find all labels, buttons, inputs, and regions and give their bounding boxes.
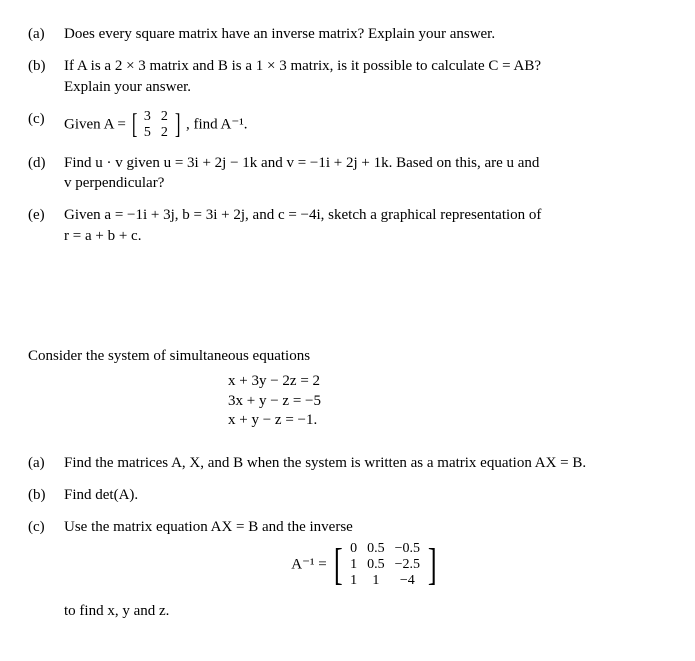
q2-c-body: Use the matrix equation AX = B and the i… xyxy=(64,517,667,589)
q1-e: (e) Given a = −1i + 3j, b = 3i + 2j, and… xyxy=(28,205,667,246)
n22: −4 xyxy=(390,573,425,589)
q2-c-inverse: A⁻¹ = [ 00.5−0.5 10.5−2.5 11−4 ] xyxy=(64,541,667,589)
q1-e-label: (e) xyxy=(28,205,64,246)
q1-e-line1: Given a = −1i + 3j, b = 3i + 2j, and c =… xyxy=(64,207,541,223)
q2-c-label: (c) xyxy=(28,517,64,589)
q1-a-text: Does every square matrix have an inverse… xyxy=(64,24,667,44)
q1-b-line1: If A is a 2 × 3 matrix and B is a 1 × 3 … xyxy=(64,58,541,74)
q1-c-label: (c) xyxy=(28,109,64,141)
n01: 0.5 xyxy=(362,541,390,557)
q1-c-body: Given A = [ 32 52 ] , find A⁻¹. xyxy=(64,109,667,141)
n00: 0 xyxy=(345,541,362,557)
m10: 5 xyxy=(139,125,156,141)
q1-b-label: (b) xyxy=(28,56,64,97)
q2-a-text: Find the matrices A, X, and B when the s… xyxy=(64,453,667,473)
q2-b-label: (b) xyxy=(28,485,64,505)
n11: 0.5 xyxy=(362,557,390,573)
q1-b-body: If A is a 2 × 3 matrix and B is a 1 × 3 … xyxy=(64,56,667,97)
q2-c-eqpre: A⁻¹ = xyxy=(291,557,330,573)
q1-d-line1: Find u · v given u = 3i + 2j − 1k and v … xyxy=(64,155,539,171)
m01: 2 xyxy=(156,109,173,125)
q1-d-body: Find u · v given u = 3i + 2j − 1k and v … xyxy=(64,153,667,194)
q1-d: (d) Find u · v given u = 3i + 2j − 1k an… xyxy=(28,153,667,194)
q1-d-line2: v perpendicular? xyxy=(64,175,164,191)
n20: 1 xyxy=(345,573,362,589)
n12: −2.5 xyxy=(390,557,425,573)
q1-c-pre: Given A = xyxy=(64,116,130,132)
q1-c-matrix: [ 32 52 ] xyxy=(130,109,183,141)
q2-c-matrix: [ 00.5−0.5 10.5−2.5 11−4 ] xyxy=(331,541,440,589)
q2-c: (c) Use the matrix equation AX = B and t… xyxy=(28,517,667,589)
m00: 3 xyxy=(139,109,156,125)
q2-eq1: x + 3y − 2z = 2 xyxy=(228,372,667,392)
q2-c-line2: to find x, y and z. xyxy=(64,601,667,621)
q2-intro: Consider the system of simultaneous equa… xyxy=(28,346,667,366)
q1-b-line2: Explain your answer. xyxy=(64,79,191,95)
m11: 2 xyxy=(156,125,173,141)
n21: 1 xyxy=(362,573,390,589)
q2-eq2: 3x + y − z = −5 xyxy=(228,392,667,412)
q1-c-post: , find A⁻¹. xyxy=(186,116,248,132)
q1-d-label: (d) xyxy=(28,153,64,194)
q1-a: (a) Does every square matrix have an inv… xyxy=(28,24,667,44)
q2-b-text: Find det(A). xyxy=(64,485,667,505)
q2-a: (a) Find the matrices A, X, and B when t… xyxy=(28,453,667,473)
q1-a-label: (a) xyxy=(28,24,64,44)
q1-c: (c) Given A = [ 32 52 ] , find A⁻¹. xyxy=(28,109,667,141)
n10: 1 xyxy=(345,557,362,573)
q2-c-line1: Use the matrix equation AX = B and the i… xyxy=(64,519,353,535)
q2-eq3: x + y − z = −1. xyxy=(228,411,667,431)
q1-b: (b) If A is a 2 × 3 matrix and B is a 1 … xyxy=(28,56,667,97)
q2-equations: x + 3y − 2z = 2 3x + y − z = −5 x + y − … xyxy=(228,372,667,431)
q1-e-body: Given a = −1i + 3j, b = 3i + 2j, and c =… xyxy=(64,205,667,246)
q2-b: (b) Find det(A). xyxy=(28,485,667,505)
q1-e-line2: r = a + b + c. xyxy=(64,228,141,244)
n02: −0.5 xyxy=(390,541,425,557)
q2-a-label: (a) xyxy=(28,453,64,473)
